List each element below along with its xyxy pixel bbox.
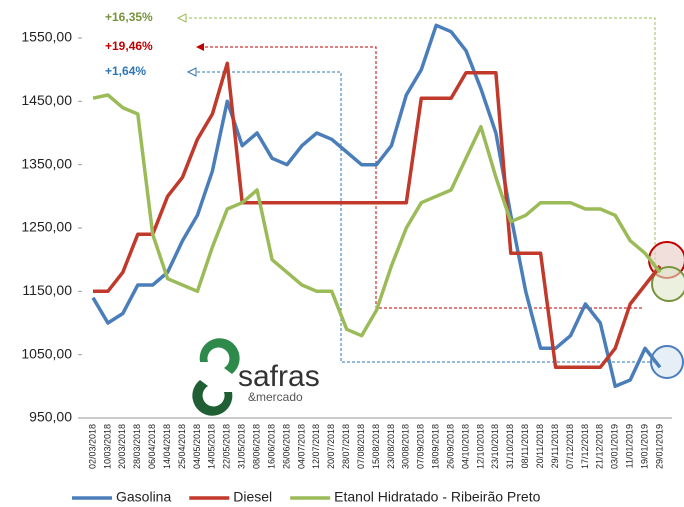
x-tick-label: 26/09/2018 xyxy=(445,424,455,469)
annotation: +16,35% xyxy=(105,10,153,24)
x-tick-label: 14/04/2018 xyxy=(162,424,172,469)
x-tick-label: 12/07/2018 xyxy=(311,424,321,469)
x-tick-label: 18/09/2018 xyxy=(431,424,441,469)
x-tick-label: 04/05/2018 xyxy=(192,424,202,469)
x-tick-label: 03/01/2019 xyxy=(610,424,620,469)
x-tick-label: 30/08/2018 xyxy=(401,424,411,469)
x-tick-label: 12/10/2018 xyxy=(475,424,485,469)
y-tick-label: 1050,00 xyxy=(21,345,72,361)
x-tick-label: 14/05/2018 xyxy=(207,424,217,469)
y-tick-label: 1350,00 xyxy=(21,155,72,171)
x-tick-label: 02/03/2018 xyxy=(87,424,97,469)
x-tick-label: 17/12/2018 xyxy=(580,424,590,469)
x-tick-label: 11/01/2019 xyxy=(625,424,635,468)
annotation: +19,46% xyxy=(105,39,153,53)
legend-label: Etanol Hidratado - Ribeirão Preto xyxy=(334,489,540,505)
series-line xyxy=(91,23,662,389)
y-tick-label: 1550,00 xyxy=(21,29,72,45)
x-tick-label: 04/07/2018 xyxy=(296,424,306,469)
x-tick-label: 23/08/2018 xyxy=(386,424,396,469)
x-tick-label: 08/06/2018 xyxy=(252,424,262,469)
x-tick-label: 20/03/2018 xyxy=(117,424,127,469)
x-tick-label: 07/09/2018 xyxy=(416,424,426,469)
x-tick-label: 06/04/2018 xyxy=(147,424,157,469)
guides xyxy=(176,13,656,363)
x-tick-label: 29/11/2018 xyxy=(550,424,560,468)
x-tick-label: 07/08/2018 xyxy=(356,424,366,469)
x-tick-label: 19/01/2019 xyxy=(639,424,649,469)
y-tick-label: 950,00 xyxy=(29,409,72,425)
x-tick-label: 08/11/2018 xyxy=(520,424,530,468)
x-tick-label: 04/10/2018 xyxy=(460,424,470,469)
annotation: +1,64% xyxy=(105,64,146,78)
x-tick-label: 25/04/2018 xyxy=(177,424,187,469)
legend-label: Gasolina xyxy=(116,489,171,505)
x-tick-label: 16/06/2018 xyxy=(266,424,276,469)
x-tick-label: 15/08/2018 xyxy=(371,424,381,469)
series-line xyxy=(93,61,662,370)
x-tick-label: 20/11/2018 xyxy=(535,424,545,468)
x-tick-label: 20/07/2018 xyxy=(326,424,336,469)
series-line xyxy=(92,93,662,338)
x-tick-label: 28/03/2018 xyxy=(132,424,142,469)
logo-sub: &mercado xyxy=(248,390,303,404)
x-tick-label: 31/05/2018 xyxy=(237,424,247,469)
x-tick-label: 21/12/2018 xyxy=(595,424,605,469)
x-tick-label: 23/10/2018 xyxy=(490,424,500,469)
y-tick-label: 1150,00 xyxy=(22,282,72,298)
x-tick-label: 22/05/2018 xyxy=(222,424,232,469)
logo: safras &mercado xyxy=(192,338,320,416)
logo-name: safras xyxy=(238,360,320,393)
legend-label: Diesel xyxy=(233,489,272,505)
x-tick-label: 31/10/2018 xyxy=(505,424,515,469)
y-tick-label: 1250,00 xyxy=(21,219,72,235)
x-tick-label: 07/12/2018 xyxy=(565,424,575,469)
x-tick-label: 26/06/2018 xyxy=(281,424,291,469)
x-tick-label: 28/07/2018 xyxy=(341,424,351,469)
x-tick-label: 10/03/2018 xyxy=(102,424,112,469)
y-tick-label: 1450,00 xyxy=(21,92,72,108)
x-tick-label: 29/01/2019 xyxy=(654,424,664,469)
